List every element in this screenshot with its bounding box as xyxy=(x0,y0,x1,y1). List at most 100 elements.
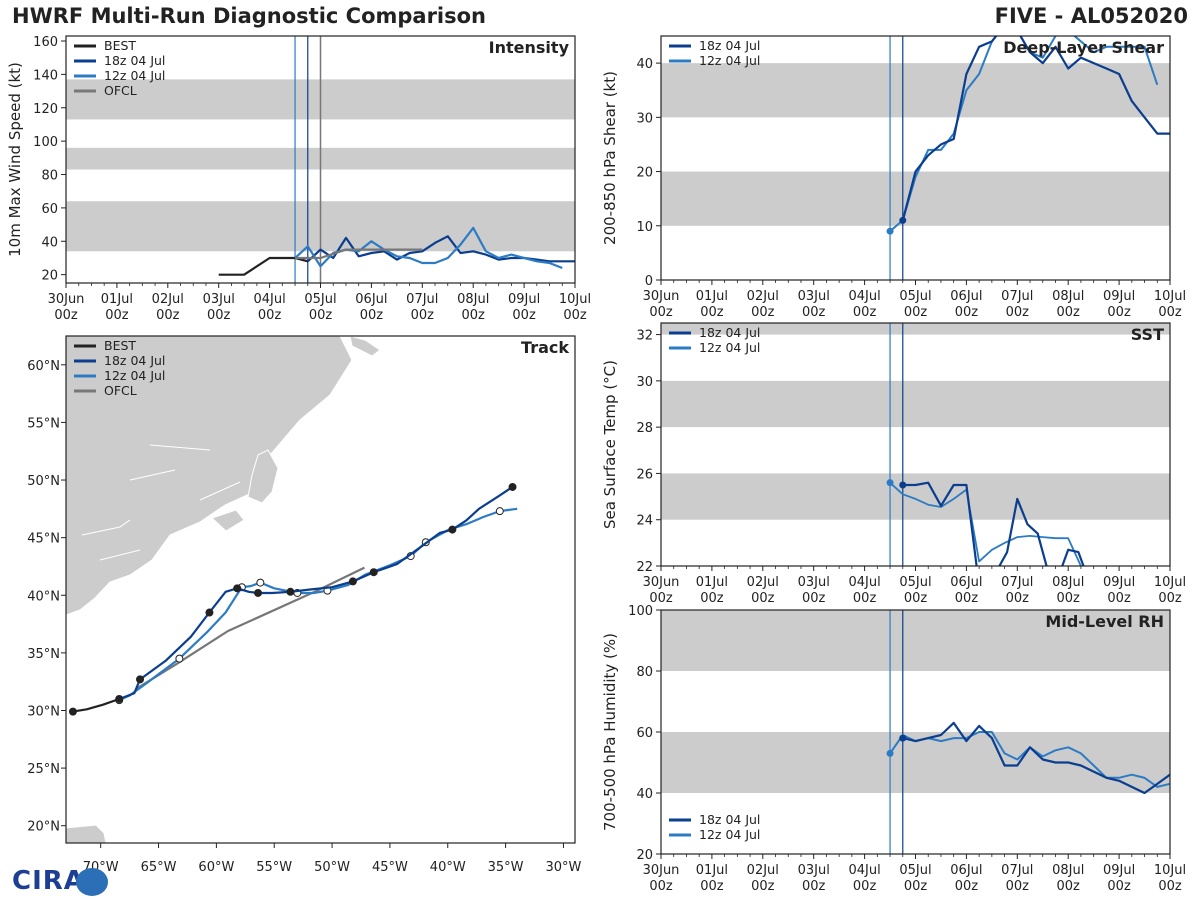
track-point xyxy=(286,587,295,596)
track-point xyxy=(68,707,77,716)
x-tick-label: 06Jul xyxy=(950,575,982,590)
track-point xyxy=(233,584,242,593)
y-tick-label: 22 xyxy=(636,560,653,575)
x-tick-label: 09Jul xyxy=(1103,575,1135,590)
x-tick-label: 00z xyxy=(751,591,775,606)
x-tick-label: 40°W xyxy=(430,860,466,875)
x-tick-label: 00z xyxy=(1158,591,1182,606)
y-tick-label: 60°N xyxy=(27,359,60,374)
track-point xyxy=(256,578,265,587)
x-tick-label: 05Jul xyxy=(899,863,931,878)
y-tick-label: 20 xyxy=(41,269,58,284)
x-tick-label: 02Jul xyxy=(747,289,779,304)
track-point xyxy=(175,654,184,663)
x-tick-label: 00z xyxy=(853,305,877,320)
x-tick-label: 00z xyxy=(1057,591,1081,606)
x-tick-label: 09Jul xyxy=(508,292,540,307)
x-tick-label: 00z xyxy=(1006,305,1030,320)
x-tick-label: 00z xyxy=(904,879,928,894)
track-line-run12 xyxy=(118,507,518,702)
x-tick-label: 30Jun xyxy=(643,575,680,590)
x-tick-label: 00z xyxy=(462,308,486,323)
y-tick-label: 50°N xyxy=(27,474,60,489)
legend-label: 18z 04 Jul xyxy=(104,53,165,68)
x-tick-label: 30Jun xyxy=(643,289,680,304)
track-line-best xyxy=(72,697,120,713)
y-tick-label: 0 xyxy=(645,274,653,289)
y-tick-label: 35°N xyxy=(27,647,60,662)
x-tick-label: 00z xyxy=(360,308,384,323)
x-tick-label: 03Jul xyxy=(203,292,235,307)
series-line-run18 xyxy=(901,36,1170,221)
x-tick-label: 00z xyxy=(1006,591,1030,606)
shaded-band xyxy=(661,323,1170,335)
panel-title: Mid-Level RH xyxy=(1045,612,1164,631)
x-tick-label: 07Jul xyxy=(1001,289,1033,304)
y-tick-label: 25°N xyxy=(27,762,60,777)
x-tick-label: 00z xyxy=(751,879,775,894)
x-tick-label: 04Jul xyxy=(253,292,285,307)
x-tick-label: 00z xyxy=(853,879,877,894)
y-tick-label: 28 xyxy=(636,421,653,436)
legend-label: 12z 04 Jul xyxy=(699,53,760,68)
x-tick-label: 00z xyxy=(258,308,282,323)
track-point xyxy=(136,675,145,684)
panel-title: SST xyxy=(1131,325,1164,344)
init-point xyxy=(899,216,907,224)
legend-label: BEST xyxy=(104,338,136,353)
legend-label: 18z 04 Jul xyxy=(104,353,165,368)
series-line-ofcl xyxy=(295,248,423,260)
x-tick-label: 07Jul xyxy=(1001,575,1033,590)
y-tick-label: 40 xyxy=(41,235,58,250)
x-tick-label: 06Jul xyxy=(950,289,982,304)
panel-title: Intensity xyxy=(489,38,570,57)
x-tick-label: 08Jul xyxy=(1052,863,1084,878)
y-tick-label: 40 xyxy=(636,787,653,802)
x-tick-label: 00z xyxy=(1158,305,1182,320)
shaded-band xyxy=(661,610,1170,671)
x-tick-label: 10Jul xyxy=(1154,863,1186,878)
map-landmass xyxy=(66,336,381,843)
x-tick-label: 06Jul xyxy=(950,863,982,878)
x-tick-label: 00z xyxy=(751,305,775,320)
x-tick-label: 01Jul xyxy=(696,863,728,878)
track-point xyxy=(508,482,517,491)
x-tick-label: 00z xyxy=(411,308,435,323)
x-tick-label: 00z xyxy=(1107,305,1131,320)
legend-label: 12z 04 Jul xyxy=(699,340,760,355)
y-tick-label: 26 xyxy=(636,467,653,482)
x-tick-label: 00z xyxy=(512,308,536,323)
series-line-run12 xyxy=(889,482,1082,566)
y-tick-label: 30°N xyxy=(27,704,60,719)
x-tick-label: 03Jul xyxy=(798,863,830,878)
x-tick-label: 00z xyxy=(1057,305,1081,320)
x-tick-label: 09Jul xyxy=(1103,863,1135,878)
x-tick-label: 00z xyxy=(802,591,826,606)
x-tick-label: 08Jul xyxy=(1052,575,1084,590)
cira-logo-text: CIRA xyxy=(12,866,85,896)
panel-title: Track xyxy=(521,338,569,357)
track-line-ofcl xyxy=(136,566,365,690)
legend-label: 12z 04 Jul xyxy=(699,827,760,842)
y-tick-label: 160 xyxy=(33,35,58,50)
x-tick-label: 00z xyxy=(1006,879,1030,894)
x-tick-label: 00z xyxy=(802,305,826,320)
x-tick-label: 01Jul xyxy=(696,289,728,304)
x-tick-label: 00z xyxy=(156,308,180,323)
x-tick-label: 01Jul xyxy=(101,292,133,307)
x-tick-label: 10Jul xyxy=(1154,289,1186,304)
storm-id: FIVE - AL052020 xyxy=(994,4,1188,28)
y-tick-label: 60 xyxy=(636,726,653,741)
shaded-band xyxy=(661,171,1170,226)
y-tick-label: 140 xyxy=(33,68,58,83)
series-line-run18 xyxy=(902,721,1170,795)
y-tick-label: 20 xyxy=(636,166,653,181)
legend-label: 18z 04 Jul xyxy=(699,325,760,340)
x-tick-label: 00z xyxy=(955,591,979,606)
y-axis-label: Sea Surface Temp (°C) xyxy=(601,360,619,529)
y-tick-label: 55°N xyxy=(27,416,60,431)
legend-label: OFCL xyxy=(104,83,137,98)
x-tick-label: 07Jul xyxy=(1001,863,1033,878)
y-tick-label: 30 xyxy=(636,111,653,126)
x-tick-label: 00z xyxy=(700,591,724,606)
